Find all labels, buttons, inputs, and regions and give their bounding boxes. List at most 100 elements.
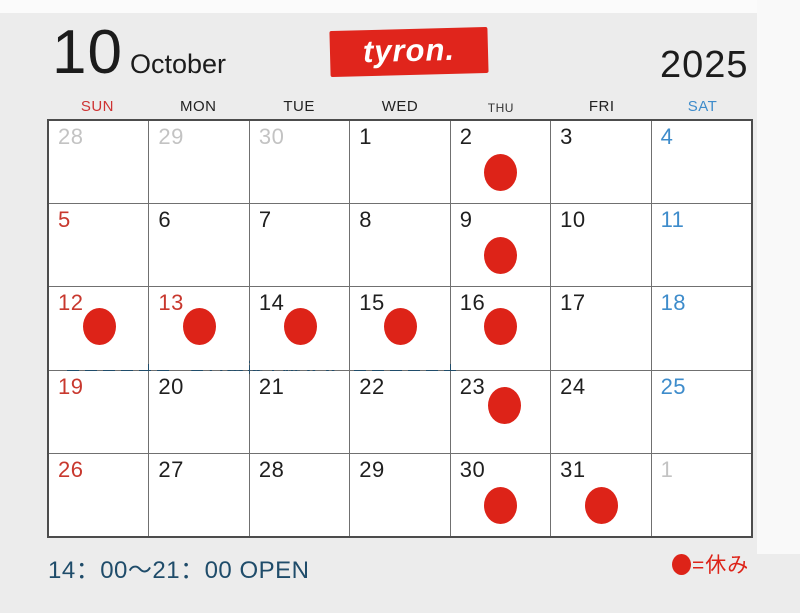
calendar-cell: 16 bbox=[450, 287, 551, 370]
calendar-cell: 27 bbox=[149, 453, 249, 536]
calendar-cell: 18 bbox=[651, 287, 751, 370]
calendar-cell: 28 bbox=[249, 453, 350, 536]
calendar-cell: 1 bbox=[350, 121, 450, 204]
day-number: 13 bbox=[158, 290, 184, 316]
day-number: 22 bbox=[359, 373, 385, 399]
weekday-tue: TUE bbox=[283, 98, 315, 115]
calendar-cell: 5 bbox=[49, 204, 149, 287]
day-number: 25 bbox=[660, 373, 687, 399]
calendar-cell: 3 bbox=[551, 121, 651, 204]
calendar-cell: 8 bbox=[350, 204, 450, 287]
calendar-cell: 6 bbox=[149, 204, 249, 287]
calendar-cell: 15 bbox=[350, 287, 450, 370]
page-margin-right bbox=[757, 0, 800, 554]
day-number: 9 bbox=[459, 207, 473, 233]
calendar-cell: 21 bbox=[249, 370, 350, 453]
calendar-cell: 20 bbox=[149, 370, 249, 453]
day-number: 29 bbox=[158, 124, 184, 149]
day-number: 30 bbox=[258, 124, 285, 149]
day-number: 31 bbox=[560, 456, 586, 482]
day-number: 30 bbox=[459, 456, 486, 482]
calendar-cell: 14 bbox=[249, 287, 350, 370]
day-number: 29 bbox=[359, 456, 385, 482]
day-number: 10 bbox=[560, 207, 586, 233]
calendar-grid: 全日本選手権大会 2829301234567891011121314151617… bbox=[47, 119, 753, 538]
closed-dot-icon bbox=[484, 486, 518, 524]
day-number: 17 bbox=[560, 290, 586, 316]
closed-dot-icon bbox=[283, 308, 317, 346]
day-number: 16 bbox=[459, 290, 486, 316]
day-number: 15 bbox=[359, 290, 385, 316]
day-number: 7 bbox=[258, 207, 272, 233]
open-hours-label: 14：00〜21：00 OPEN bbox=[48, 557, 310, 584]
month-number: 10 bbox=[52, 18, 123, 87]
closed-dot-icon bbox=[484, 308, 518, 346]
year-label: 2025 bbox=[660, 44, 749, 86]
day-number: 23 bbox=[459, 373, 486, 399]
calendar-cell: 2 bbox=[450, 121, 551, 204]
month-name: October bbox=[129, 49, 227, 79]
day-number: 20 bbox=[158, 373, 184, 399]
calendar-cell: 22 bbox=[350, 370, 450, 453]
day-number: 27 bbox=[158, 456, 184, 482]
calendar-cell: 13 bbox=[149, 287, 249, 370]
day-number: 19 bbox=[58, 373, 84, 399]
day-number: 8 bbox=[359, 207, 373, 233]
calendar-cell: 7 bbox=[249, 204, 350, 287]
day-number: 4 bbox=[660, 124, 674, 149]
closed-dot-icon bbox=[484, 154, 518, 191]
day-number: 5 bbox=[58, 207, 71, 233]
weekday-fri: FRI bbox=[588, 98, 615, 115]
legend-text: =休み bbox=[692, 554, 750, 577]
calendar-cell: 30 bbox=[450, 453, 551, 536]
closed-dot-icon bbox=[672, 553, 691, 575]
closed-dot-icon bbox=[383, 308, 417, 346]
day-number: 3 bbox=[560, 124, 573, 149]
calendar-cell: 10 bbox=[551, 204, 651, 287]
calendar-cell: 26 bbox=[49, 453, 149, 536]
calendar-cell: 19 bbox=[49, 370, 149, 453]
day-number: 28 bbox=[58, 124, 84, 149]
weekday-sun: SUN bbox=[80, 98, 114, 115]
closed-dot-icon bbox=[487, 386, 521, 424]
weekday-header-row: SUN MON TUE WED THU FRI SAT bbox=[47, 95, 753, 115]
weekday-mon: MON bbox=[180, 98, 217, 115]
day-number: 1 bbox=[660, 456, 674, 482]
weekday-wed: WED bbox=[381, 98, 419, 115]
day-number: 14 bbox=[258, 290, 285, 316]
calendar-cell: 9 bbox=[450, 204, 551, 287]
calendar-cell: 1 bbox=[651, 453, 751, 536]
closed-dot-icon bbox=[183, 308, 217, 346]
month-header: 10 October bbox=[52, 16, 226, 89]
calendar-cell: 28 bbox=[49, 121, 149, 204]
calendar-cell: 11 bbox=[651, 204, 751, 287]
calendar-cell: 31 bbox=[551, 453, 651, 536]
closed-dot-icon bbox=[82, 308, 116, 346]
day-number: 2 bbox=[459, 124, 473, 149]
day-number: 24 bbox=[560, 373, 586, 399]
closed-dot-icon bbox=[484, 237, 518, 275]
day-number: 21 bbox=[258, 373, 285, 399]
day-number: 6 bbox=[158, 207, 172, 233]
calendar-cell: 29 bbox=[149, 121, 249, 204]
closed-dot-icon bbox=[584, 486, 618, 524]
calendar-cell: 30 bbox=[249, 121, 350, 204]
tyron-logo-text: tyron. bbox=[362, 31, 456, 69]
weekday-sat: SAT bbox=[687, 98, 718, 115]
page-margin-top bbox=[0, 0, 800, 13]
calendar-cell: 23 bbox=[450, 370, 551, 453]
calendar-cell: 25 bbox=[651, 370, 751, 453]
calendar-cell: 29 bbox=[350, 453, 450, 536]
calendar-cell: 12 bbox=[49, 287, 149, 370]
calendar-cell: 24 bbox=[551, 370, 651, 453]
tyron-logo: tyron. bbox=[329, 26, 489, 78]
weekday-thu: THU bbox=[487, 101, 514, 115]
day-number: 18 bbox=[660, 290, 687, 316]
calendar-cell: 17 bbox=[551, 287, 651, 370]
closed-day-legend: =休み bbox=[672, 549, 749, 579]
day-number: 28 bbox=[258, 456, 285, 482]
day-number: 26 bbox=[58, 456, 84, 482]
calendar-cell: 4 bbox=[651, 121, 751, 204]
day-number: 1 bbox=[359, 124, 373, 149]
day-number: 12 bbox=[58, 290, 84, 316]
